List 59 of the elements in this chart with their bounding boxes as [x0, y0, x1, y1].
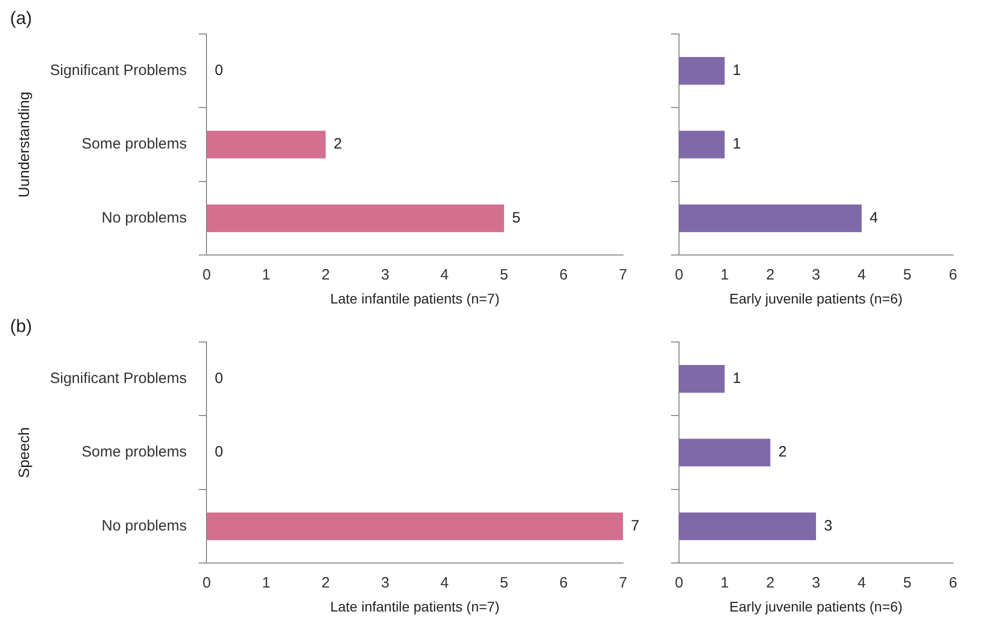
- x-tick-label: 1: [262, 266, 270, 284]
- data-label: 5: [512, 209, 520, 226]
- x-tick-label: 4: [857, 574, 866, 592]
- x-tick-label: 3: [812, 266, 820, 284]
- x-tick-label: 2: [321, 574, 330, 592]
- x-tick-label: 4: [857, 266, 866, 284]
- data-label: 1: [732, 136, 742, 153]
- x-tick-label: 7: [618, 266, 628, 284]
- y-tick-label: No problems: [102, 517, 187, 534]
- x-tick-label: 4: [440, 574, 449, 592]
- bar: [679, 438, 770, 466]
- data-label: 7: [631, 517, 640, 534]
- x-tick-label: 2: [766, 266, 775, 284]
- x-tick-label: 2: [321, 266, 330, 284]
- data-label: 0: [214, 444, 224, 461]
- x-tick-label: 6: [948, 266, 958, 284]
- data-label: 3: [824, 517, 832, 534]
- bar: [679, 365, 725, 393]
- x-tick-label: 5: [903, 266, 912, 284]
- x-tick-label: 5: [500, 266, 508, 284]
- y-tick-label: No problems: [102, 209, 187, 226]
- x-tick-label: 6: [559, 574, 568, 592]
- data-label: 0: [214, 62, 224, 80]
- x-tick-label: 0: [202, 574, 211, 592]
- text: (a): [10, 8, 32, 28]
- data-label: 0: [214, 370, 224, 388]
- x-tick-label: 3: [812, 574, 820, 592]
- y-tick-label: Significant Problems: [50, 370, 187, 388]
- y-tick-label: Some problems: [82, 444, 187, 461]
- data-label: 4: [870, 209, 878, 226]
- y-axis-title: Speech: [16, 427, 34, 478]
- y-tick-label: Some problems: [82, 136, 187, 153]
- x-axis-title: Early juvenile patients (n=6): [729, 598, 903, 614]
- y-axis-title: Uunderstanding: [16, 92, 34, 198]
- x-tick-label: 7: [618, 574, 628, 592]
- data-label: 1: [732, 370, 742, 388]
- bar: [679, 512, 816, 540]
- x-tick-label: 1: [720, 266, 729, 284]
- x-tick-label: 6: [559, 266, 568, 284]
- x-tick-label: 1: [262, 574, 270, 592]
- y-tick-label: Significant Problems: [50, 62, 187, 80]
- x-tick-label: 1: [720, 574, 729, 592]
- x-tick-label: 3: [380, 266, 390, 284]
- x-tick-label: 4: [440, 266, 449, 284]
- x-axis-title: Early juvenile patients (n=6): [729, 290, 903, 306]
- x-tick-label: 0: [202, 266, 211, 284]
- x-tick-label: 6: [948, 574, 958, 592]
- x-axis-title: Late infantile patients (n=7): [330, 290, 500, 306]
- data-label: 2: [334, 136, 342, 153]
- x-tick-label: 0: [674, 574, 684, 592]
- x-axis-title: Late infantile patients (n=7): [330, 598, 500, 614]
- text: (b): [10, 316, 32, 336]
- x-tick-label: 3: [380, 574, 390, 592]
- data-label: 1: [732, 62, 742, 80]
- x-tick-label: 5: [500, 574, 508, 592]
- x-tick-label: 0: [674, 266, 684, 284]
- x-tick-label: 5: [903, 574, 912, 592]
- x-tick-label: 2: [766, 574, 775, 592]
- data-label: 2: [778, 444, 787, 461]
